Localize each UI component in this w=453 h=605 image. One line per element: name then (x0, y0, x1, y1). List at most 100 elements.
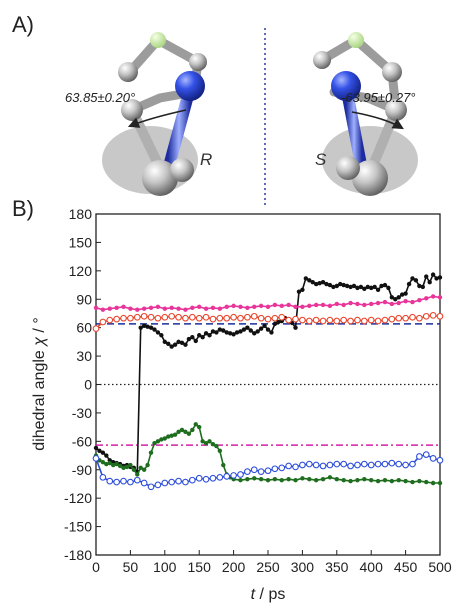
data-point (154, 481, 162, 489)
data-point (355, 285, 360, 291)
data-point (238, 477, 243, 483)
data-point (128, 462, 133, 468)
series-green_series (93, 422, 443, 486)
data-point (162, 436, 167, 441)
data-point (381, 316, 389, 324)
data-point (148, 450, 154, 455)
x-tick-label: 400 (360, 559, 384, 575)
series-line (95, 273, 441, 474)
data-point (422, 451, 430, 458)
data-point (333, 460, 341, 468)
data-point (193, 338, 198, 344)
y-tick-label: 150 (69, 234, 93, 250)
axis-ticks: -180 -150 -120 -90 -60 -30 0 30 60 90 120 150 180 0 50… (64, 206, 452, 575)
data-point (133, 476, 141, 484)
y-tick-label: 180 (69, 206, 93, 222)
data-point (195, 314, 203, 322)
data-point (375, 287, 381, 292)
data-point (176, 339, 181, 345)
data-point (106, 477, 114, 485)
data-point (305, 460, 313, 468)
data-point (155, 304, 161, 310)
data-point (120, 477, 127, 485)
data-point (269, 330, 274, 335)
data-point (341, 302, 346, 308)
data-point (319, 317, 327, 325)
data-point (216, 473, 224, 481)
data-point (417, 283, 422, 289)
data-point (141, 323, 147, 328)
atom-blue (175, 71, 205, 101)
data-point (162, 339, 167, 345)
data-point (93, 445, 99, 451)
data-point (190, 427, 195, 433)
data-point (244, 468, 251, 475)
data-point (429, 455, 437, 462)
data-point (424, 296, 429, 301)
data-point (172, 342, 178, 347)
data-point (437, 480, 443, 486)
data-point (326, 316, 334, 324)
x-axis-title-unit: / ps (255, 586, 285, 603)
data-point (341, 477, 346, 483)
panel-b-label: B) (12, 196, 34, 221)
data-point (238, 304, 243, 310)
data-point (202, 313, 210, 321)
data-point (293, 304, 298, 310)
data-point (299, 316, 306, 324)
data-point (389, 301, 395, 307)
data-point (238, 329, 243, 334)
data-point (231, 303, 236, 309)
data-point (97, 448, 102, 454)
data-point (272, 302, 278, 308)
atom-blue (331, 71, 361, 101)
y-axis-title-symbol: χ (31, 337, 48, 348)
data-point (340, 316, 348, 324)
y-tick-label: 90 (76, 291, 92, 307)
data-point (175, 477, 182, 485)
x-tick-label: 250 (256, 559, 280, 575)
data-point (416, 453, 423, 460)
data-point (140, 479, 148, 487)
data-point (312, 316, 320, 324)
data-point (307, 477, 312, 482)
data-point (234, 330, 240, 335)
data-point (417, 297, 422, 303)
series-group (92, 272, 444, 491)
data-point (148, 305, 154, 310)
dihedral-angle-r: 63.85±0.20° (65, 90, 135, 105)
data-point (313, 477, 319, 483)
data-point (367, 316, 375, 324)
x-tick-label: 300 (291, 559, 315, 575)
data-point (207, 439, 212, 444)
reference-lines (96, 323, 440, 446)
data-point (410, 276, 415, 281)
data-point (388, 315, 396, 323)
data-point (169, 305, 174, 310)
data-point (162, 306, 167, 311)
data-point (324, 281, 329, 287)
data-point (375, 478, 381, 484)
series-magenta_series (93, 294, 443, 312)
data-point (286, 302, 291, 308)
y-tick-label: -150 (64, 519, 92, 535)
data-point (176, 306, 181, 311)
atom (121, 99, 143, 121)
data-point (107, 460, 112, 466)
data-point (285, 462, 292, 470)
data-point (360, 317, 368, 325)
data-point (389, 295, 395, 300)
data-point (217, 306, 223, 311)
data-point (172, 432, 178, 437)
data-point (395, 314, 403, 322)
data-point (200, 334, 205, 340)
dihedral-chart: -180 -150 -120 -90 -60 -30 0 30 60 90 120 150 180 0 50… (31, 206, 452, 603)
data-point (420, 284, 425, 290)
data-point (409, 313, 416, 321)
data-point (111, 462, 116, 468)
data-point (362, 477, 367, 482)
data-point (135, 472, 140, 477)
data-point (257, 314, 265, 322)
data-point (402, 461, 409, 469)
data-point (292, 463, 299, 471)
